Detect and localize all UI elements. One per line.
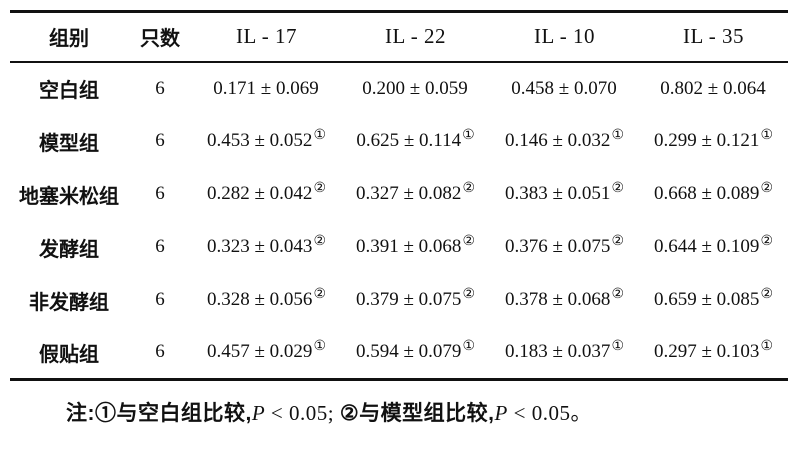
value-cell: 0.594 ± 0.079① <box>356 338 475 363</box>
footnote-part1: ①与空白组比较, <box>95 402 252 425</box>
count-cell: 6 <box>155 236 165 257</box>
footnote-cmp1: < 0.05; <box>265 401 340 425</box>
p-symbol: P <box>251 401 266 425</box>
footnote-mark: ② <box>760 286 773 302</box>
col-header-il10: IL - 10 <box>533 24 596 49</box>
footnote-mark: ① <box>760 338 773 354</box>
table-row: 模型组 6 0.453 ± 0.052① 0.625 ± 0.114① 0.14… <box>10 115 788 168</box>
value-cell: 0.379 ± 0.075② <box>356 286 475 310</box>
group-name: 假贴组 <box>39 343 99 366</box>
footnote-mark: ① <box>611 127 624 143</box>
value-cell: 0.327 ± 0.082② <box>356 180 475 204</box>
value-cell: 0.383 ± 0.051② <box>505 180 624 204</box>
footnote-mark: ② <box>462 286 475 302</box>
table-row: 非发酵组 6 0.328 ± 0.056② 0.379 ± 0.075② 0.3… <box>10 274 788 327</box>
count-cell: 6 <box>155 341 165 363</box>
value-cell: 0.183 ± 0.037① <box>505 338 624 363</box>
value-cell: 0.453 ± 0.052① <box>207 127 326 151</box>
footnote-mark: ① <box>313 127 326 143</box>
col-header-group: 组别 <box>49 28 89 51</box>
value-cell: 0.323 ± 0.043② <box>207 233 326 257</box>
footnote-mark: ② <box>611 233 624 249</box>
group-name: 模型组 <box>39 132 99 155</box>
footnote-mark: ① <box>760 127 773 143</box>
group-name: 空白组 <box>39 80 99 102</box>
value-cell: 0.171 ± 0.069 <box>213 77 319 99</box>
table-row: 假贴组 6 0.457 ± 0.029① 0.594 ± 0.079① 0.18… <box>10 327 788 380</box>
table-header: 组别 只数 IL - 17 IL - 22 IL - 10 IL - 35 <box>10 12 788 62</box>
value-cell: 0.457 ± 0.029① <box>207 338 326 363</box>
table-row: 地塞米松组 6 0.282 ± 0.042② 0.327 ± 0.082② 0.… <box>10 168 788 221</box>
footnote-mark: ② <box>611 286 624 302</box>
value-cell: 0.376 ± 0.075② <box>505 233 624 257</box>
col-header-il17: IL - 17 <box>235 24 298 49</box>
footnote-mark: ① <box>611 338 624 354</box>
col-header-il22: IL - 22 <box>384 24 447 49</box>
count-cell: 6 <box>155 77 165 99</box>
footnote-mark: ② <box>313 233 326 249</box>
footnote-mark: ② <box>760 180 773 196</box>
count-cell: 6 <box>155 130 165 151</box>
col-header-il35: IL - 35 <box>682 24 745 49</box>
value-cell: 0.668 ± 0.089② <box>654 180 773 204</box>
group-name: 地塞米松组 <box>19 185 119 208</box>
table-row: 发酵组 6 0.323 ± 0.043② 0.391 ± 0.068② 0.37… <box>10 221 788 274</box>
value-cell: 0.378 ± 0.068② <box>505 286 624 310</box>
footnote-label: 注: <box>66 402 95 425</box>
footnote-mark: ② <box>760 233 773 249</box>
footnote-mark: ① <box>313 338 326 354</box>
footnote-mark: ② <box>313 180 326 196</box>
group-name: 发酵组 <box>39 238 99 261</box>
value-cell: 0.200 ± 0.059 <box>362 77 468 99</box>
count-cell: 6 <box>155 289 165 310</box>
value-cell: 0.391 ± 0.068② <box>356 233 475 257</box>
value-cell: 0.297 ± 0.103① <box>654 338 773 363</box>
footnote-mark: ② <box>313 286 326 302</box>
value-cell: 0.458 ± 0.070 <box>511 77 617 99</box>
value-cell: 0.299 ± 0.121① <box>654 127 773 151</box>
count-cell: 6 <box>155 183 165 204</box>
group-name: 非发酵组 <box>29 291 109 314</box>
footnote-mark: ① <box>462 127 475 143</box>
table-row: 空白组 6 0.171 ± 0.069 0.200 ± 0.059 0.458 … <box>10 62 788 115</box>
footnote-cmp2: < 0.05。 <box>507 401 592 425</box>
footnote-mark: ② <box>462 233 475 249</box>
value-cell: 0.328 ± 0.056② <box>207 286 326 310</box>
p-symbol: P <box>494 401 508 425</box>
value-cell: 0.659 ± 0.085② <box>654 286 773 310</box>
value-cell: 0.802 ± 0.064 <box>660 77 766 99</box>
value-cell: 0.146 ± 0.032① <box>505 127 624 151</box>
table-body: 空白组 6 0.171 ± 0.069 0.200 ± 0.059 0.458 … <box>10 62 788 380</box>
header-row: 组别 只数 IL - 17 IL - 22 IL - 10 IL - 35 <box>10 12 788 62</box>
table-footnote: 注:①与空白组比较,P < 0.05; ②与模型组比较,P < 0.05。 <box>66 397 788 427</box>
col-header-count: 只数 <box>140 28 180 51</box>
value-cell: 0.282 ± 0.042② <box>207 180 326 204</box>
results-table: 组别 只数 IL - 17 IL - 22 IL - 10 IL - 35 空白… <box>10 10 788 381</box>
footnote-part2: ②与模型组比较, <box>339 402 495 425</box>
footnote-mark: ② <box>462 180 475 196</box>
value-cell: 0.644 ± 0.109② <box>654 233 773 257</box>
value-cell: 0.625 ± 0.114① <box>356 127 475 151</box>
footnote-mark: ① <box>462 338 475 354</box>
footnote-mark: ② <box>611 180 624 196</box>
